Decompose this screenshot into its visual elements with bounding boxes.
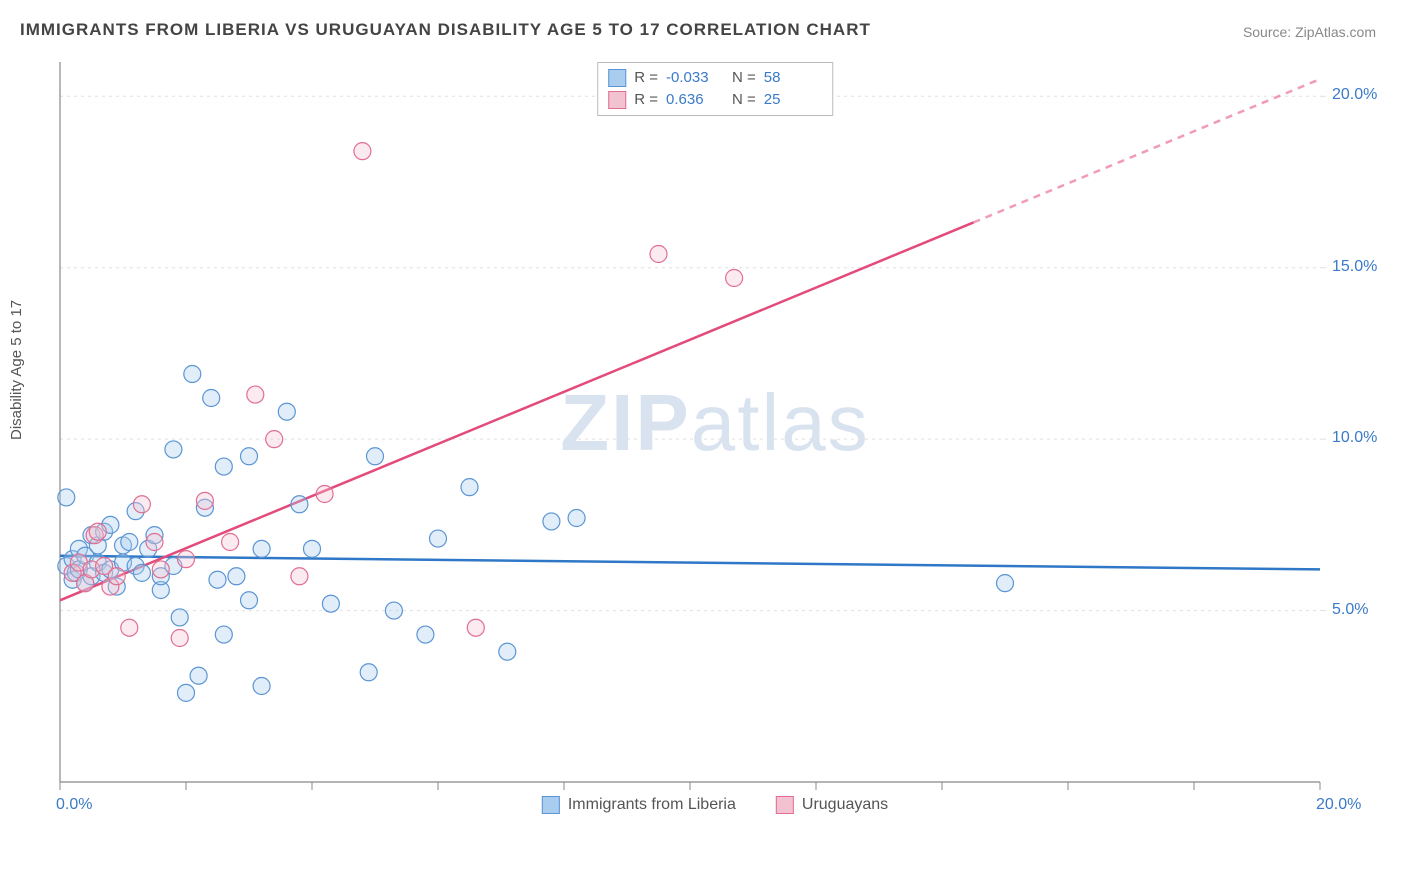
r-label: R = [634,67,658,89]
bottom-swatch-1 [542,796,560,814]
bottom-legend-label-2: Uruguayans [802,796,888,814]
y-tick-label: 10.0% [1332,429,1377,447]
n-label: N = [732,67,756,89]
n-label: N = [732,89,756,111]
r-value-1: -0.033 [666,67,724,89]
n-value-1: 58 [764,67,822,89]
chart-title: IMMIGRANTS FROM LIBERIA VS URUGUAYAN DIS… [20,20,871,40]
correlation-legend: R = -0.033 N = 58 R = 0.636 N = 25 [597,62,833,116]
scatter-plot [50,58,1380,818]
y-tick-label: 5.0% [1332,601,1368,619]
bottom-legend: Immigrants from Liberia Uruguayans [542,796,888,814]
bottom-legend-item-2: Uruguayans [776,796,888,814]
bottom-swatch-2 [776,796,794,814]
y-tick-label: 20.0% [1332,86,1377,104]
r-label: R = [634,89,658,111]
legend-row-2: R = 0.636 N = 25 [608,89,822,111]
bottom-legend-label-1: Immigrants from Liberia [568,796,736,814]
chart-area: ZIPatlas R = -0.033 N = 58 R = 0.636 N =… [50,58,1380,818]
n-value-2: 25 [764,89,822,111]
x-tick-label: 0.0% [56,796,92,814]
legend-swatch-1 [608,69,626,87]
source-label: Source: ZipAtlas.com [1243,24,1376,40]
bottom-legend-item-1: Immigrants from Liberia [542,796,736,814]
y-tick-label: 15.0% [1332,258,1377,276]
x-tick-label: 20.0% [1316,796,1361,814]
y-axis-label: Disability Age 5 to 17 [8,300,25,440]
legend-swatch-2 [608,91,626,109]
legend-row-1: R = -0.033 N = 58 [608,67,822,89]
r-value-2: 0.636 [666,89,724,111]
